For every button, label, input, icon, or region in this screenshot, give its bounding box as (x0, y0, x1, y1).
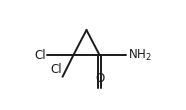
Text: O: O (95, 72, 104, 85)
Text: NH$_2$: NH$_2$ (128, 47, 152, 63)
Text: Cl: Cl (35, 49, 46, 61)
Text: Cl: Cl (50, 63, 62, 76)
